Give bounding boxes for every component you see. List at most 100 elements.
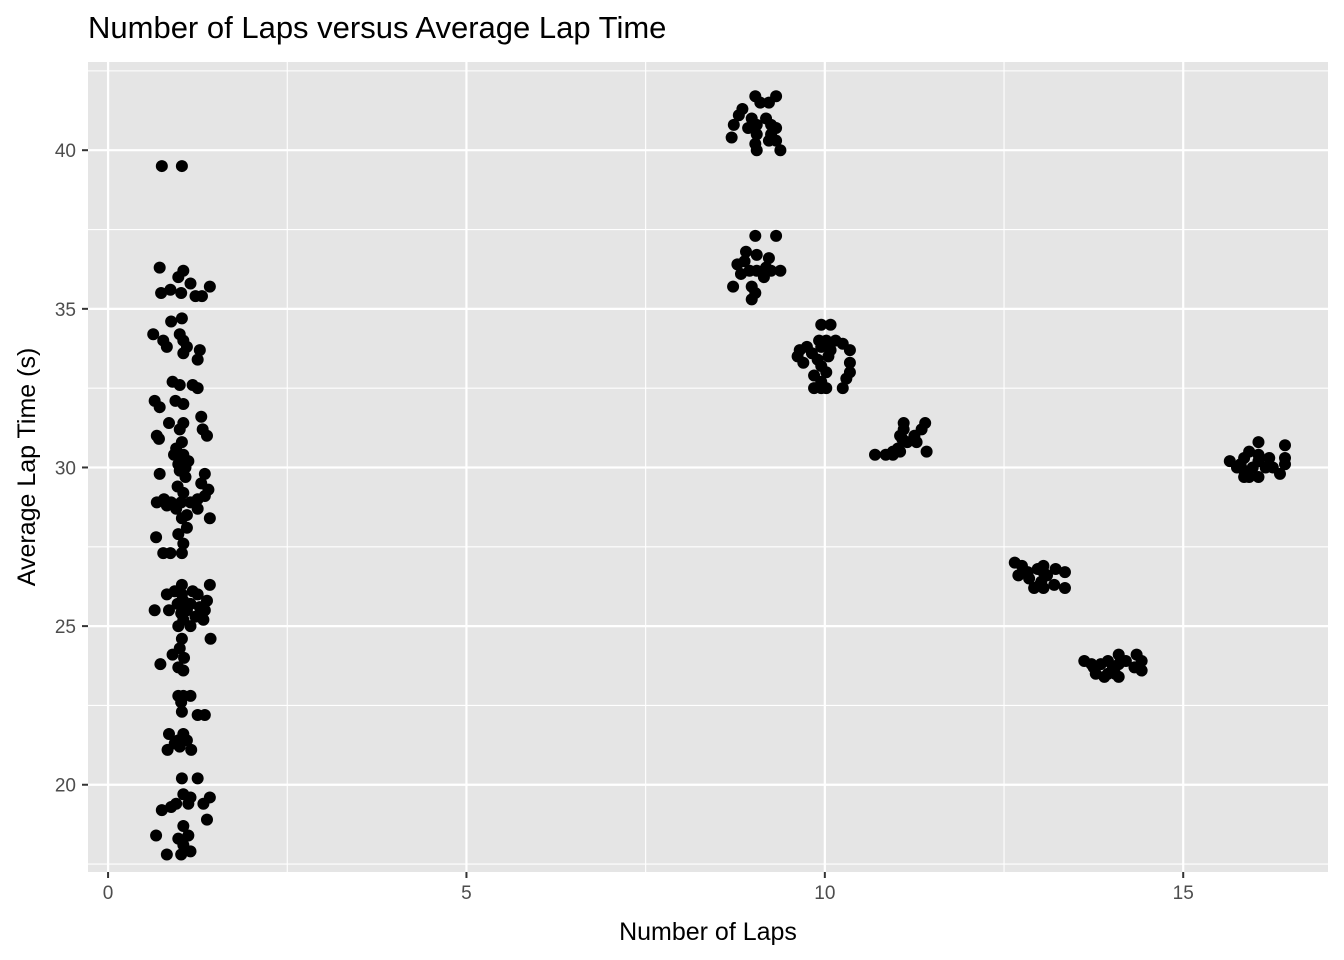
data-point	[1058, 566, 1071, 579]
chart-title: Number of Laps versus Average Lap Time	[88, 10, 666, 45]
data-point	[1112, 670, 1125, 683]
data-point	[1252, 470, 1265, 483]
data-point	[750, 128, 763, 141]
data-point	[165, 800, 178, 813]
data-point	[160, 588, 173, 601]
data-point	[172, 528, 185, 541]
data-point	[739, 245, 752, 258]
data-point	[1098, 670, 1111, 683]
data-point	[155, 160, 168, 173]
data-point	[200, 429, 213, 442]
y-tick-label: 25	[55, 617, 76, 638]
data-point	[198, 604, 211, 617]
data-point	[172, 620, 185, 633]
data-point	[175, 547, 188, 560]
data-point	[836, 382, 849, 395]
data-point	[727, 118, 740, 131]
y-tick-label: 20	[55, 776, 76, 797]
data-point	[750, 144, 763, 157]
data-point	[160, 848, 173, 861]
data-point	[204, 632, 217, 645]
data-point	[1033, 578, 1046, 591]
data-point	[1278, 458, 1291, 471]
data-point	[164, 283, 177, 296]
data-points	[147, 90, 1291, 861]
y-tick-label: 40	[55, 141, 76, 162]
data-point	[198, 708, 211, 721]
data-point	[166, 648, 179, 661]
data-point	[153, 401, 166, 414]
data-point	[725, 131, 738, 144]
data-point	[843, 356, 856, 369]
data-point	[731, 258, 744, 271]
data-point	[177, 537, 190, 550]
x-tick-label: 10	[814, 883, 835, 904]
data-point	[162, 417, 175, 430]
data-point	[184, 689, 197, 702]
data-point	[197, 613, 210, 626]
data-point	[147, 328, 160, 341]
data-point	[774, 264, 787, 277]
data-point	[727, 280, 740, 293]
data-point	[153, 261, 166, 274]
data-point	[184, 845, 197, 858]
data-point	[754, 96, 767, 109]
data-point	[820, 366, 833, 379]
data-point	[869, 448, 882, 461]
data-point	[1263, 451, 1276, 464]
data-point	[815, 340, 828, 353]
data-point	[774, 144, 787, 157]
data-point	[1058, 582, 1071, 595]
data-point	[824, 318, 837, 331]
data-point	[203, 280, 216, 293]
data-point	[165, 315, 178, 328]
data-point	[757, 271, 770, 284]
data-point	[203, 512, 216, 525]
data-point	[177, 664, 190, 677]
data-point	[742, 121, 755, 134]
data-point	[175, 772, 188, 785]
data-point	[184, 620, 197, 633]
data-point	[843, 344, 856, 357]
data-point	[148, 604, 161, 617]
data-point	[191, 772, 204, 785]
data-point	[1135, 664, 1148, 677]
data-point	[894, 445, 907, 458]
data-point	[179, 470, 192, 483]
x-tick-label: 5	[461, 883, 472, 904]
data-point	[177, 398, 190, 411]
data-point	[175, 705, 188, 718]
y-tick-label: 35	[55, 300, 76, 321]
data-point	[901, 436, 914, 449]
data-point	[1252, 436, 1265, 449]
data-point	[195, 410, 208, 423]
data-point	[734, 267, 747, 280]
data-point	[152, 432, 165, 445]
data-point	[1048, 578, 1061, 591]
data-point	[749, 229, 762, 242]
data-point	[164, 547, 177, 560]
data-point	[808, 382, 821, 395]
x-axis-title: Number of Laps	[619, 918, 797, 946]
data-point	[175, 312, 188, 325]
data-point	[173, 423, 186, 436]
data-point	[175, 286, 188, 299]
x-tick-label: 0	[103, 883, 114, 904]
data-point	[750, 248, 763, 261]
data-point	[197, 797, 210, 810]
data-point	[797, 356, 810, 369]
data-point	[840, 372, 853, 385]
grid-major	[88, 62, 1328, 872]
data-point	[770, 229, 783, 242]
data-point	[203, 578, 216, 591]
x-tick-label: 15	[1173, 883, 1194, 904]
data-point	[180, 521, 193, 534]
data-point	[200, 813, 213, 826]
data-point	[175, 696, 188, 709]
y-axis-title: Average Lap Time (s)	[13, 348, 41, 587]
data-point	[150, 829, 163, 842]
data-point	[1273, 467, 1286, 480]
data-point	[1023, 572, 1036, 585]
x-axis: 0 5 10 15	[103, 872, 1194, 904]
